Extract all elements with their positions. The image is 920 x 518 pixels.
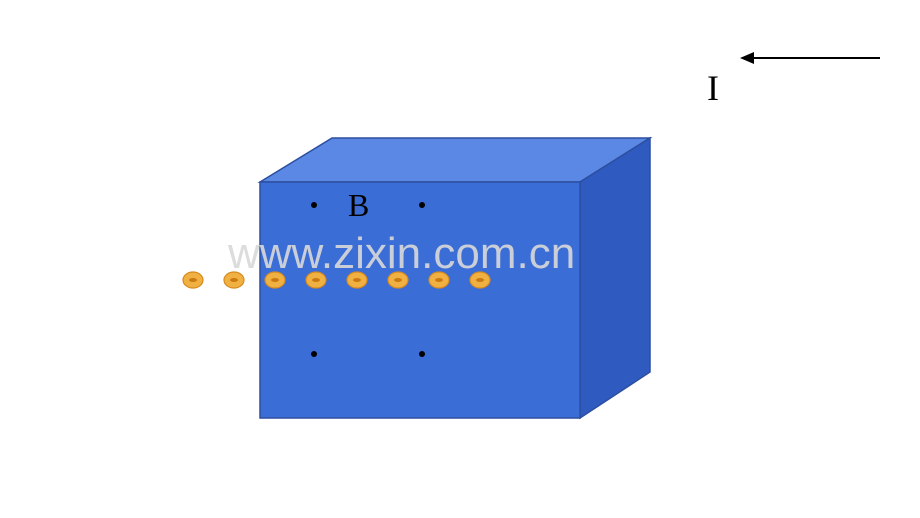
watermark-text: www.zixin.com.cn [227,229,575,278]
label-i: I [707,68,719,108]
field-dot [419,351,425,357]
current-arrow [740,52,880,64]
charge-mark [353,278,361,282]
diagram-canvas: B www.zixin.com.cn I [0,0,920,518]
field-dot [419,202,425,208]
box-front-face [260,182,580,418]
charge-mark [435,278,443,282]
charge-mark [230,278,238,282]
charge-mark [476,278,484,282]
field-dot [311,202,317,208]
field-dot [311,351,317,357]
box-side-face [580,138,650,418]
charge-mark [394,278,402,282]
label-b: B [348,187,369,223]
charge-mark [312,278,320,282]
charge-mark [271,278,279,282]
charge-mark [189,278,197,282]
